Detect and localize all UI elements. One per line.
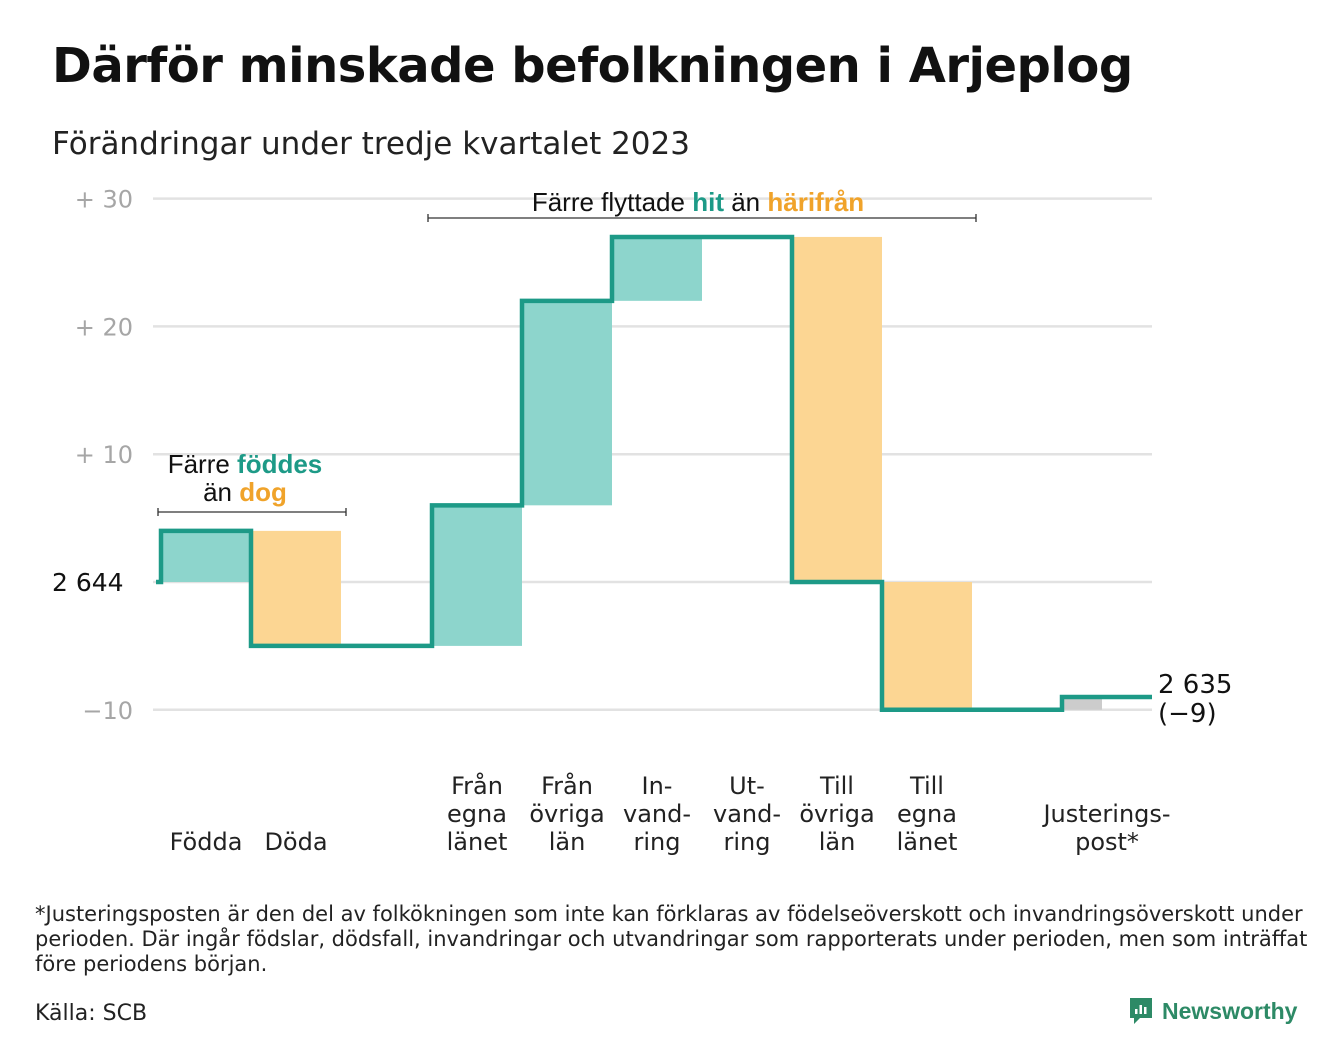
end-value-label: 2 635 (1158, 670, 1232, 700)
x-category-label: Födda (170, 828, 243, 856)
x-category-label: länet (897, 828, 958, 856)
x-category-label: egna (897, 800, 957, 828)
brand-name: Newsworthy (1162, 997, 1298, 1024)
annotation-migration: Färre flyttade hit än härifrån (532, 187, 864, 217)
x-category-label: Till (909, 772, 944, 800)
brand-logo: Newsworthy (1128, 996, 1297, 1026)
footnote: *Justeringsposten är den del av folkökni… (35, 902, 1308, 976)
annotation-births-line1: Färre föddes (168, 449, 323, 479)
x-category-label: övriga (799, 800, 874, 828)
y-tick-label: −10 (82, 697, 133, 725)
annotation-migration-part: härifrån (767, 187, 864, 217)
end-change-label: (−9) (1158, 699, 1217, 729)
x-category-label: län (819, 828, 856, 856)
x-category-label: län (549, 828, 586, 856)
waterfall-bar (1062, 697, 1102, 710)
annotation-migration-part: hit (692, 187, 724, 217)
waterfall-bar (251, 530, 341, 646)
x-category-label: vand- (713, 800, 781, 828)
annotation-births-line2-part: dog (239, 477, 287, 507)
source-label: Källa: SCB (35, 1001, 148, 1026)
x-category-label: ring (634, 828, 681, 856)
cumulative-step-line (156, 234, 1152, 713)
y-tick-label: + 30 (75, 186, 133, 214)
annotation-migration-part: än (724, 187, 767, 217)
waterfall-chart: + 30 + 20 + 10 −10 2 644 2 635(−9) Födda Döda F… (52, 186, 1232, 856)
annotation-births-line1-part: Färre (168, 449, 237, 479)
waterfall-bar (522, 300, 612, 506)
x-category-label: Ut- (729, 772, 765, 800)
waterfall-bar (612, 236, 702, 301)
x-category-label: ring (724, 828, 771, 856)
chart-title: Därför minskade befolkningen i Arjeplog (52, 38, 1133, 94)
annotation-births-line2-part: än (203, 477, 239, 507)
x-category-label: In- (642, 772, 673, 800)
newsworthy-logo-icon (1130, 998, 1152, 1024)
x-category-label: Döda (264, 828, 327, 856)
x-category-label: Justerings- (1041, 800, 1170, 828)
waterfall-bar (161, 530, 251, 582)
waterfall-bar (882, 582, 972, 710)
annotation-migration-part: Färre flyttade (532, 187, 692, 217)
start-value-label: 2 644 (52, 568, 124, 597)
x-category-label: vand- (623, 800, 691, 828)
annotation-births-line2: än dog (203, 477, 287, 507)
waterfall-bar (432, 505, 522, 646)
x-category-label: övriga (529, 800, 604, 828)
annotation-births-line1-part: föddes (237, 449, 322, 479)
x-category-label: länet (447, 828, 508, 856)
x-category-label: Från (541, 771, 593, 800)
chart-subtitle: Förändringar under tredje kvartalet 2023 (52, 126, 690, 162)
x-category-label: egna (447, 800, 507, 828)
waterfall-bar (792, 236, 882, 582)
y-tick-label: + 10 (75, 441, 133, 469)
y-tick-label: + 20 (75, 313, 133, 341)
x-category-label: Från (451, 771, 503, 800)
x-category-label: post* (1075, 828, 1139, 856)
x-category-label: Till (819, 772, 854, 800)
